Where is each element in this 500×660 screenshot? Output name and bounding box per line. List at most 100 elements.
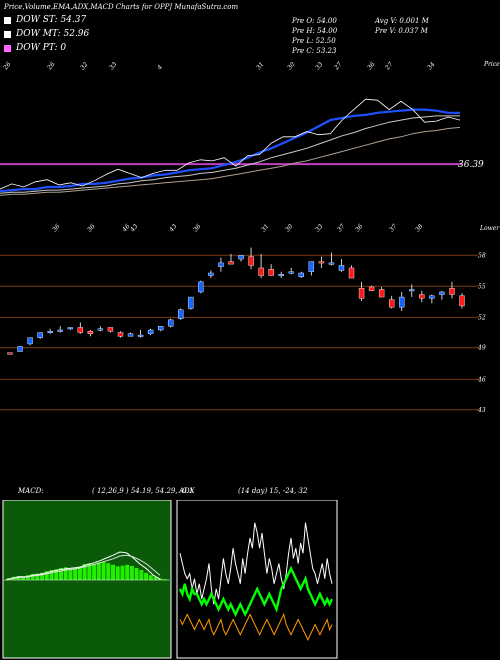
price-date-tick: 43: [168, 223, 179, 234]
dow-st-label: DOW ST: 54.37: [16, 15, 87, 25]
macd-hist-bar: [25, 575, 30, 580]
candle-body: [298, 272, 304, 277]
adx-line: [179, 522, 333, 605]
macd-hist-bar: [158, 578, 163, 580]
chart-title: Price,Volume,EMA,ADX,MACD Charts for OPP…: [4, 3, 239, 11]
ema-date-tick: 33: [314, 61, 324, 71]
pre-low: Pre L: 52.50: [292, 37, 336, 45]
candle-body: [278, 274, 284, 276]
ema-date-tick: 32: [79, 61, 89, 71]
candle-body: [208, 272, 214, 276]
ema-ylabel: Price: [483, 61, 500, 68]
price-ytick-label: 43: [477, 407, 486, 414]
dow-pt-swatch: [4, 45, 11, 52]
candle-body: [429, 295, 435, 299]
macd-signal-line: [5, 554, 161, 581]
candle-body: [449, 288, 455, 295]
candle-body: [268, 269, 274, 276]
candle-body: [107, 327, 114, 332]
candle-body: [218, 262, 224, 267]
candle-body: [57, 329, 63, 332]
price-date-tick: 36: [86, 223, 96, 233]
candle-body: [157, 326, 164, 331]
macd-hist-bar: [101, 562, 106, 580]
macd-hist-bar: [82, 564, 87, 580]
macd-hist-bar: [30, 574, 35, 580]
macd-hist-bar: [120, 565, 125, 580]
candle-body: [368, 286, 375, 291]
macd-hist-bar: [163, 579, 167, 580]
candle-body: [328, 262, 335, 265]
support-line-label: 36.39: [458, 160, 484, 170]
candle-body: [459, 295, 465, 307]
di-minus-line: [179, 612, 333, 641]
candle-body: [47, 331, 53, 333]
candle-body: [348, 267, 355, 279]
macd-hist-bar: [35, 573, 40, 580]
candle-body: [258, 267, 264, 276]
dow-st-swatch: [4, 17, 11, 24]
price-date-tick: 36: [51, 223, 61, 233]
ema-series-0: [0, 108, 460, 193]
candle-body: [308, 261, 315, 272]
candle-body: [399, 296, 405, 308]
price-date-tick: 43: [129, 223, 140, 234]
candle-body: [7, 352, 13, 355]
candle-body: [288, 271, 294, 274]
ema-date-tick: 26: [46, 61, 57, 72]
price-date-tick: 36: [354, 223, 364, 233]
ema-series-2: [0, 126, 461, 196]
candle-body: [87, 331, 94, 334]
macd-hist-bar: [106, 563, 111, 580]
ema-date-tick: 31: [255, 61, 265, 71]
candle-body: [17, 346, 23, 352]
di-plus-line: [178, 565, 334, 618]
adx-background: [176, 500, 338, 659]
candle-body: [378, 289, 385, 298]
candle-body: [97, 328, 104, 331]
ema-series-3: [0, 98, 461, 190]
macd-hist-bar: [134, 568, 139, 580]
ema-date-tick: 30: [286, 61, 296, 71]
macd-hist-bar: [129, 566, 134, 580]
candle-body: [27, 337, 33, 345]
price-date-tick: 38: [414, 223, 424, 233]
macd-hist-bar: [73, 568, 78, 580]
ema-date-tick: 34: [426, 61, 436, 71]
adx-params: (14 day) 15, -24, 32: [238, 487, 308, 495]
macd-hist-bar: [63, 567, 68, 580]
candle-body: [388, 299, 395, 308]
price-date-tick: 30: [284, 223, 294, 233]
pre-volume: Pre V: 0.037 M: [375, 27, 428, 35]
macd-hist-bar: [148, 575, 153, 580]
macd-hist-bar: [54, 569, 59, 580]
ema-series-1: [0, 115, 460, 194]
price-date-tick: 33: [314, 223, 324, 233]
candle-body: [147, 329, 154, 334]
candle-body: [188, 296, 194, 309]
candle-body: [228, 261, 234, 265]
macd-title: MACD:: [18, 487, 44, 495]
price-ylabel: Lower: [479, 225, 500, 232]
macd-panel: [2, 500, 172, 659]
pre-close: Pre C: 53.23: [292, 47, 337, 55]
pre-high: Pre H: 54.00: [292, 27, 338, 35]
adx-title: ADX: [179, 487, 195, 495]
macd-line: [5, 551, 161, 581]
candle-body: [358, 288, 365, 299]
macd-hist-bar: [21, 576, 26, 580]
price-ytick-label: 49: [477, 345, 486, 352]
ema-date-tick: 36: [366, 61, 376, 71]
macd-hist-bar: [40, 572, 45, 580]
macd-params: ( 12,26,9 ) 54.19, 54.29, -0.1: [92, 487, 194, 495]
price-date-tick: 37: [388, 223, 398, 233]
macd-hist-bar: [125, 564, 130, 580]
candle-body: [77, 327, 84, 333]
macd-hist-bar: [49, 570, 54, 580]
candle-body: [117, 332, 124, 337]
price-ytick-label: 46: [477, 376, 486, 383]
candle-body: [137, 334, 144, 337]
ema-date-tick: 27: [384, 61, 395, 72]
